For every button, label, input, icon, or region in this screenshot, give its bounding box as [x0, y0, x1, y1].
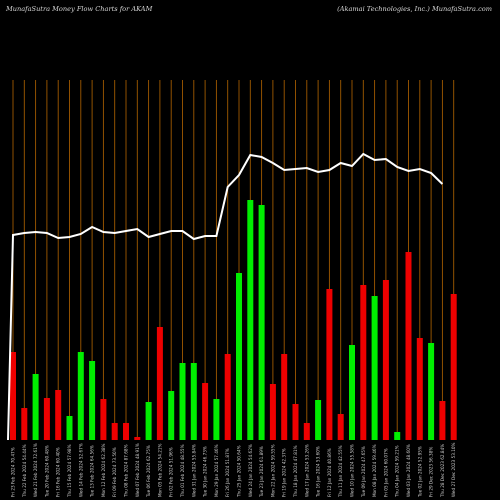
money-flow-bar [269, 384, 276, 440]
money-flow-bar [123, 423, 129, 440]
x-tick-label: Wed 31 Jan 2024 55.84% [191, 444, 196, 497]
money-flow-bars [10, 200, 457, 440]
chart-header-right: (Akamai Technologies, Inc.) MunafaSutra.… [337, 5, 492, 13]
chart-header-left: MunafaSutra Money Flow Charts for AKAM [6, 5, 153, 13]
x-tick-label: Mon 29 Jan 2024 57.46% [214, 444, 219, 497]
x-tick-label: Thu 28 Dec 2023 62.84% [440, 444, 445, 498]
x-tick-label: Tue 06 Feb 2024 62.75% [146, 445, 151, 498]
money-flow-bar [394, 432, 401, 440]
money-flow-bar [382, 280, 389, 440]
x-tick-label: Tue 09 Jan 2024 47.65% [361, 446, 366, 498]
money-flow-bar [134, 437, 141, 440]
x-tick-label: Thu 08 Feb 2024 87.68% [124, 444, 129, 498]
x-tick-label: Wed 10 Jan 2024 55.58% [350, 444, 355, 497]
x-tick-label: Mon 12 Feb 2024 62.38% [101, 443, 106, 497]
money-flow-bar [315, 400, 322, 440]
x-axis-labels: Fri 23 Feb 2024 70.47% Thu 22 Feb 2024 54… [11, 442, 457, 498]
x-tick-label: Mon 22 Jan 2024 59.55% [270, 444, 275, 497]
x-tick-label: Wed 03 Jan 2024 48.60% [406, 444, 411, 497]
money-flow-bar [77, 352, 84, 440]
money-flow-bar [281, 354, 288, 440]
money-flow-bar [100, 399, 107, 440]
x-tick-label: Tue 13 Feb 2024 64.56% [90, 445, 95, 498]
money-flow-bar [439, 401, 446, 440]
x-tick-label: Fri 12 Jan 2024 40.86% [327, 448, 332, 497]
x-tick-label: Thu 01 Feb 2024 48.55% [180, 444, 185, 498]
money-flow-bar [66, 416, 73, 440]
money-flow-bar [156, 327, 163, 440]
money-flow-bar [190, 363, 197, 440]
x-tick-label: Thu 22 Feb 2024 54.44% [22, 444, 27, 498]
x-tick-label: Fri 02 Feb 2024 51.96% [169, 447, 174, 497]
x-tick-label: Fri 26 Jan 2024 51.87% [225, 448, 230, 497]
money-flow-bar [349, 345, 355, 440]
x-tick-label: Fri 23 Feb 2024 70.47% [11, 447, 16, 497]
x-tick-label: Tue 23 Jan 2024 61.89% [259, 446, 264, 498]
money-flow-bar [43, 398, 50, 440]
money-flow-bar [405, 252, 412, 440]
x-tick-label: Wed 17 Jan 2024 53.26% [304, 444, 309, 497]
money-flow-bar [224, 354, 231, 440]
money-flow-bar [326, 289, 333, 440]
money-flow-bar [303, 423, 310, 440]
x-tick-label: Thu 11 Jan 2024 42.55% [338, 445, 343, 498]
money-flow-bar [213, 399, 220, 440]
x-tick-label: Fri 05 Jan 2024 60.07% [383, 448, 388, 497]
x-tick-label: Fri 09 Feb 2024 73.50% [112, 447, 117, 497]
money-flow-bar [179, 363, 186, 440]
x-tick-label: Thu 18 Jan 2024 47.81% [293, 445, 298, 498]
x-tick-label: Thu 15 Feb 2024 57.98% [67, 444, 72, 498]
money-flow-bar [428, 343, 435, 440]
money-flow-bar [337, 414, 344, 440]
x-tick-label: Thu 04 Jan 2024 59.21% [395, 445, 400, 498]
x-tick-label: Wed 24 Jan 2024 54.62% [248, 444, 253, 497]
x-tick-label: Tue 02 Jan 2024 52.95% [417, 446, 422, 498]
price-line [7, 152, 444, 441]
grid-lines [12, 80, 455, 440]
money-flow-bar [168, 391, 175, 440]
money-flow-bar [21, 408, 28, 440]
money-flow-bar [32, 374, 39, 440]
money-flow-bar [292, 404, 299, 440]
money-flow-bar [236, 273, 242, 440]
x-tick-label: Mon 05 Feb 2024 54.21% [157, 443, 162, 497]
x-tick-label: Wed 27 Dec 2023 53.10% [451, 442, 456, 497]
money-flow-bar [145, 402, 152, 440]
x-tick-label: Tue 16 Jan 2024 53.60% [316, 446, 321, 498]
x-tick-label: Fri 19 Jan 2024 42.37% [282, 448, 287, 497]
x-tick-label: Thu 25 Jan 2024 50.64% [237, 445, 242, 498]
money-flow-bar [371, 296, 378, 440]
money-flow-bar [258, 205, 265, 440]
money-flow-bar [416, 338, 423, 440]
x-tick-label: Tue 30 Jan 2024 46.73% [203, 446, 208, 498]
x-tick-label: Fri 16 Feb 2024 60.40% [56, 447, 61, 497]
x-tick-label: Tue 20 Feb 2024 60.48% [44, 445, 49, 498]
x-tick-label: Wed 21 Feb 2024 72.61% [33, 443, 38, 497]
x-tick-label: Fri 29 Dec 2023 56.38% [429, 447, 434, 497]
money-flow-bar [202, 383, 209, 440]
money-flow-bar [450, 294, 457, 440]
money-flow-bar [111, 423, 118, 440]
x-tick-label: Wed 07 Feb 2024 48.91% [135, 443, 140, 497]
money-flow-bar [89, 361, 96, 440]
x-tick-label: Wed 14 Feb 2024 52.67% [78, 443, 83, 497]
money-flow-bar [360, 285, 367, 440]
money-flow-bar [55, 390, 62, 440]
money-flow-bar [247, 200, 254, 440]
money-flow-bar [10, 352, 16, 440]
x-tick-label: Mon 08 Jan 2024 59.46% [372, 444, 377, 497]
